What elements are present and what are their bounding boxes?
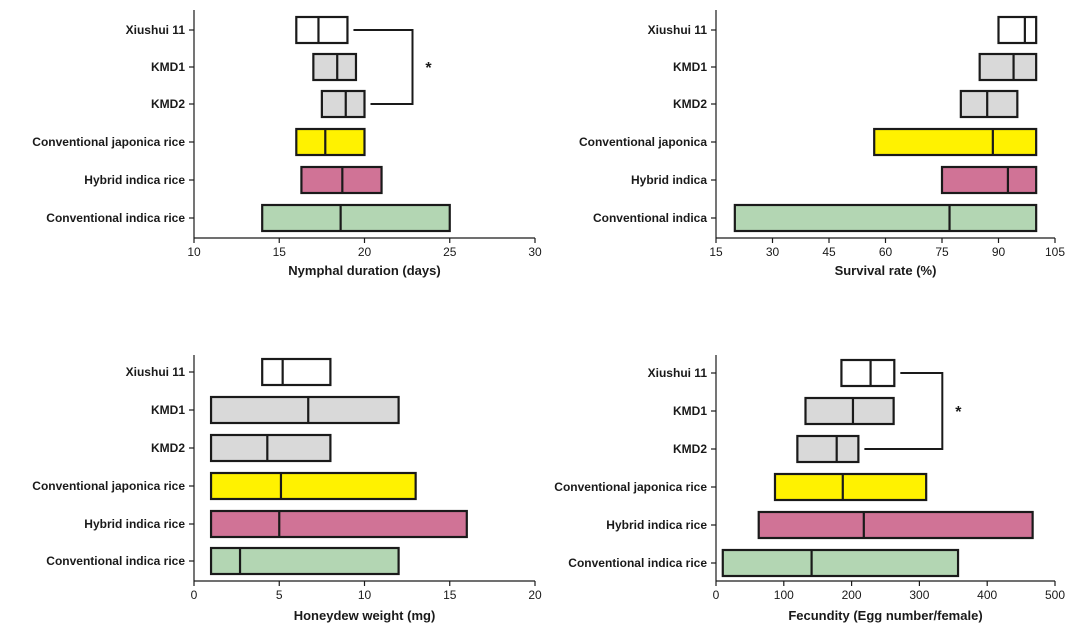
box-2 bbox=[211, 435, 330, 461]
box-0 bbox=[262, 359, 330, 385]
category-label: KMD2 bbox=[151, 441, 185, 455]
box-3 bbox=[211, 473, 416, 499]
chart-panel-2: 15 30 45 60 75 90 105 Survival rate (%) Xiushui … bbox=[579, 10, 1065, 278]
category-label: KMD2 bbox=[151, 97, 185, 111]
x-tick-label: 25 bbox=[443, 245, 457, 259]
box-0 bbox=[999, 17, 1037, 43]
x-tick-label: 400 bbox=[977, 588, 997, 602]
x-tick-label: 45 bbox=[822, 245, 836, 259]
category-label: Conventional indica bbox=[593, 211, 707, 225]
category-label: Conventional indica rice bbox=[568, 556, 707, 570]
significance-star: * bbox=[425, 60, 432, 77]
category-label: Hybrid indica rice bbox=[84, 173, 185, 187]
box-1 bbox=[805, 398, 893, 424]
x-tick-label: 20 bbox=[528, 588, 542, 602]
box-0 bbox=[296, 17, 347, 43]
x-axis-label: Survival rate (%) bbox=[835, 263, 937, 278]
category-label: Conventional indica rice bbox=[46, 554, 185, 568]
x-tick-label: 5 bbox=[276, 588, 283, 602]
category-label: Conventional indica rice bbox=[46, 211, 185, 225]
box-4 bbox=[211, 511, 467, 537]
category-label: KMD2 bbox=[673, 442, 707, 456]
box-1 bbox=[980, 54, 1037, 80]
category-label: Conventional japonica rice bbox=[32, 479, 185, 493]
category-label: Conventional japonica rice bbox=[32, 135, 185, 149]
x-tick-label: 100 bbox=[774, 588, 794, 602]
box-4 bbox=[942, 167, 1036, 193]
x-tick-label: 500 bbox=[1045, 588, 1065, 602]
x-tick-label: 105 bbox=[1045, 245, 1065, 259]
x-tick-label: 90 bbox=[992, 245, 1006, 259]
box-2 bbox=[797, 436, 858, 462]
x-tick-label: 10 bbox=[187, 245, 201, 259]
x-tick-label: 200 bbox=[842, 588, 862, 602]
box-1 bbox=[313, 54, 356, 80]
box-5 bbox=[723, 550, 958, 576]
category-label: KMD2 bbox=[673, 97, 707, 111]
category-label: Hybrid indica bbox=[631, 173, 707, 187]
category-label: KMD1 bbox=[673, 60, 707, 74]
category-label: Conventional japonica rice bbox=[554, 480, 707, 494]
x-tick-label: 15 bbox=[273, 245, 287, 259]
category-label: Conventional japonica bbox=[579, 135, 707, 149]
x-tick-label: 15 bbox=[443, 588, 457, 602]
box-2 bbox=[961, 91, 1018, 117]
significance-star: * bbox=[955, 404, 962, 421]
box-5 bbox=[262, 205, 450, 231]
x-tick-label: 15 bbox=[709, 245, 723, 259]
box-3 bbox=[775, 474, 926, 500]
x-tick-label: 0 bbox=[191, 588, 198, 602]
x-axis-label: Fecundity (Egg number/female) bbox=[788, 608, 982, 623]
x-tick-label: 20 bbox=[358, 245, 372, 259]
category-label: KMD1 bbox=[151, 60, 185, 74]
box-0 bbox=[841, 360, 894, 386]
category-label: Hybrid indica rice bbox=[606, 518, 707, 532]
chart-panel-4: 0 100 200 300 400 500 Fecundity (Egg number/fe… bbox=[554, 355, 1065, 623]
box-3 bbox=[874, 129, 1036, 155]
category-label: Hybrid indica rice bbox=[84, 517, 185, 531]
category-label: KMD1 bbox=[673, 404, 707, 418]
chart-panel-3: 0 5 10 15 20 Honeydew weight (mg) Xiushui 11 KM… bbox=[32, 355, 542, 623]
x-tick-label: 30 bbox=[766, 245, 780, 259]
x-tick-label: 75 bbox=[935, 245, 949, 259]
box-5 bbox=[735, 205, 1036, 231]
category-label: Xiushui 11 bbox=[126, 365, 186, 379]
chart-panel-1: 10 15 20 25 30 Nymphal duration (days) Xiushui… bbox=[32, 10, 542, 278]
x-tick-label: 30 bbox=[528, 245, 542, 259]
category-label: Xiushui 11 bbox=[126, 23, 186, 37]
x-tick-label: 10 bbox=[358, 588, 372, 602]
box-1 bbox=[211, 397, 399, 423]
box-4 bbox=[759, 512, 1033, 538]
category-label: Xiushui 11 bbox=[648, 23, 708, 37]
x-axis-label: Nymphal duration (days) bbox=[288, 263, 440, 278]
box-2 bbox=[322, 91, 365, 117]
x-tick-label: 300 bbox=[909, 588, 929, 602]
box-3 bbox=[296, 129, 364, 155]
x-axis-label: Honeydew weight (mg) bbox=[294, 608, 436, 623]
x-tick-label: 60 bbox=[879, 245, 893, 259]
x-tick-label: 0 bbox=[713, 588, 720, 602]
category-label: KMD1 bbox=[151, 403, 185, 417]
category-label: Xiushui 11 bbox=[648, 366, 708, 380]
